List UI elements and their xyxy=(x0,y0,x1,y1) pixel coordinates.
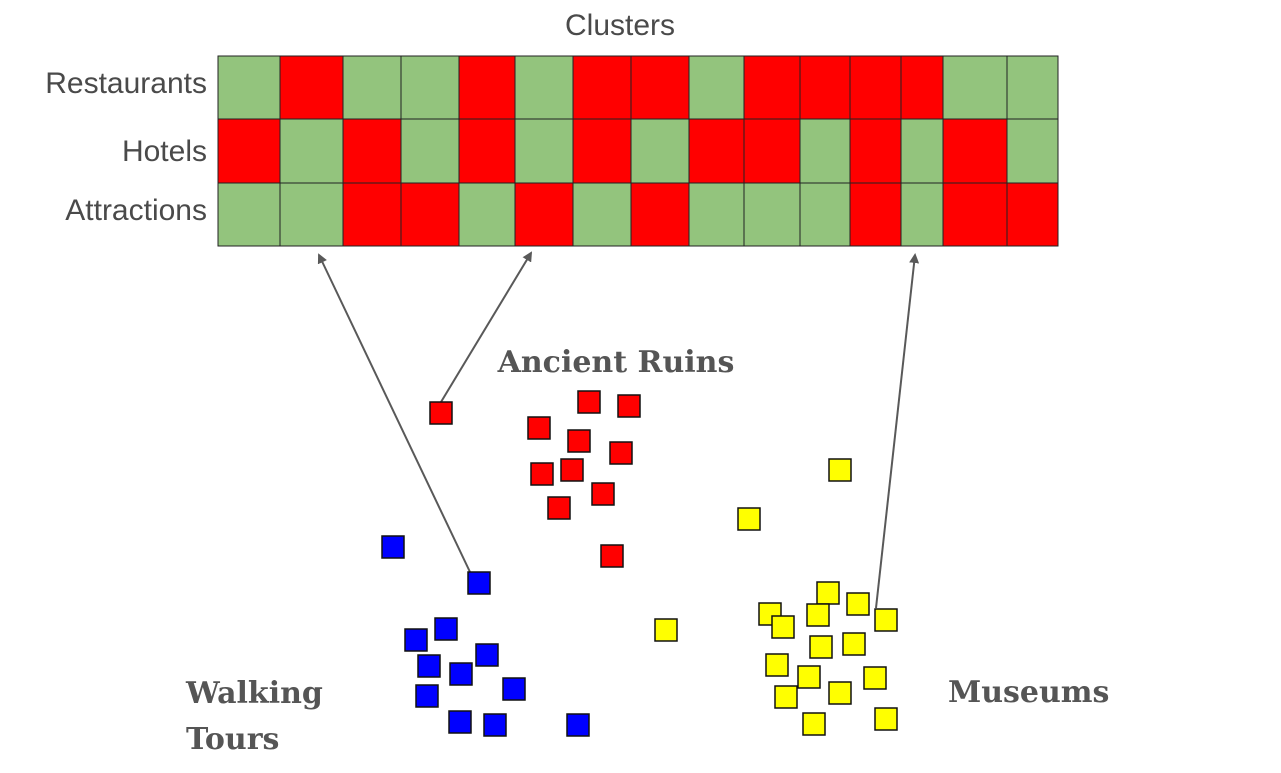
heatmap-cell xyxy=(900,118,944,184)
heatmap-cell xyxy=(849,55,902,120)
row-label-restaurants: Restaurants xyxy=(45,67,207,100)
cluster-point-walking-tours xyxy=(448,710,472,734)
arrow-ancient-ruins xyxy=(440,251,533,403)
heatmap-cell xyxy=(514,118,574,184)
heatmap-cell xyxy=(630,182,690,247)
heatmap-cell xyxy=(217,55,281,120)
heatmap-cell xyxy=(572,118,632,184)
cluster-point-walking-tours xyxy=(467,571,491,595)
cluster-point-museums xyxy=(809,635,833,659)
heatmap-cell xyxy=(514,182,574,247)
heatmap-cell xyxy=(217,118,281,184)
heatmap-cell xyxy=(279,55,344,120)
heatmap-cell xyxy=(688,182,745,247)
heatmap-cell xyxy=(514,55,574,120)
cluster-point-ancient-ruins xyxy=(617,394,641,418)
cluster-point-museums xyxy=(765,653,789,677)
heatmap-cell xyxy=(342,118,402,184)
cluster-point-museums xyxy=(654,618,678,642)
heatmap-cell xyxy=(942,118,1008,184)
heatmap-cell xyxy=(400,55,460,120)
heatmap-cell xyxy=(942,182,1008,247)
cluster-point-museums xyxy=(737,507,761,531)
cluster-point-ancient-ruins xyxy=(547,496,571,520)
cluster-point-museums xyxy=(802,712,826,736)
heatmap-cell xyxy=(743,118,801,184)
heatmap-grid xyxy=(217,55,1059,247)
arrow-museums xyxy=(875,253,920,609)
heatmap-cell xyxy=(900,182,944,247)
cluster-point-walking-tours xyxy=(502,677,526,701)
heatmap-cell xyxy=(849,118,902,184)
heatmap-cell xyxy=(458,118,516,184)
heatmap-cell xyxy=(572,182,632,247)
cluster-point-museums xyxy=(816,581,840,605)
heatmap-cell xyxy=(630,118,690,184)
cluster-point-museums xyxy=(842,632,866,656)
heatmap-cell xyxy=(279,118,344,184)
heatmap-cell xyxy=(942,55,1008,120)
heatmap-cell xyxy=(458,182,516,247)
heatmap-cell xyxy=(400,182,460,247)
cluster-point-museums xyxy=(797,665,821,689)
cluster-point-ancient-ruins xyxy=(429,401,453,425)
cluster-point-museums xyxy=(874,707,898,731)
cluster-points xyxy=(381,390,898,737)
cluster-point-walking-tours xyxy=(434,617,458,641)
heatmap-cell xyxy=(279,182,344,247)
heatmap-cell xyxy=(400,118,460,184)
heatmap-cell xyxy=(342,55,402,120)
cluster-point-walking-tours xyxy=(417,654,441,678)
heatmap-cell xyxy=(900,55,944,120)
cluster-point-walking-tours xyxy=(449,662,473,686)
cluster-point-ancient-ruins xyxy=(609,441,633,465)
heatmap-cell xyxy=(217,182,281,247)
cluster-point-museums xyxy=(771,615,795,639)
cluster-point-ancient-ruins xyxy=(600,544,624,568)
heatmap-cell xyxy=(688,118,745,184)
cluster-point-walking-tours xyxy=(404,628,428,652)
heatmap-cell xyxy=(342,182,402,247)
cluster-point-museums xyxy=(874,608,898,632)
heatmap-cell xyxy=(630,55,690,120)
heatmap-cell xyxy=(799,182,851,247)
heatmap-cell xyxy=(572,55,632,120)
cluster-label-walking-tours: Walking Tours xyxy=(185,676,333,757)
row-label-hotels: Hotels xyxy=(122,135,207,168)
arrows xyxy=(317,251,920,609)
cluster-point-walking-tours xyxy=(381,535,405,559)
heatmap-cell xyxy=(743,182,801,247)
arrow-walking-tours xyxy=(317,253,471,573)
cluster-point-ancient-ruins xyxy=(567,429,591,453)
cluster-point-museums xyxy=(828,681,852,705)
cluster-label-museums: Museums xyxy=(948,675,1109,710)
cluster-point-walking-tours xyxy=(415,684,439,708)
cluster-point-ancient-ruins xyxy=(560,458,584,482)
heatmap-cell xyxy=(1006,182,1059,247)
heatmap-cell xyxy=(1006,55,1059,120)
cluster-label-ancient-ruins: Ancient Ruins xyxy=(497,345,735,380)
heatmap-title: Clusters xyxy=(565,9,675,42)
heatmap-cell xyxy=(799,55,851,120)
cluster-point-walking-tours xyxy=(483,713,507,737)
cluster-point-museums xyxy=(774,685,798,709)
cluster-point-walking-tours xyxy=(475,643,499,667)
cluster-point-ancient-ruins xyxy=(530,462,554,486)
heatmap-cell xyxy=(799,118,851,184)
cluster-point-museums xyxy=(863,666,887,690)
heatmap-cell xyxy=(688,55,745,120)
cluster-point-ancient-ruins xyxy=(591,482,615,506)
cluster-point-ancient-ruins xyxy=(577,390,601,414)
cluster-point-museums xyxy=(828,458,852,482)
heatmap-cell xyxy=(1006,118,1059,184)
heatmap-cell xyxy=(458,55,516,120)
cluster-point-museums xyxy=(806,603,830,627)
cluster-point-museums xyxy=(846,592,870,616)
heatmap-cell xyxy=(743,55,801,120)
heatmap-cell xyxy=(849,182,902,247)
row-label-attractions: Attractions xyxy=(65,194,207,227)
cluster-point-ancient-ruins xyxy=(527,416,551,440)
cluster-point-walking-tours xyxy=(566,713,590,737)
